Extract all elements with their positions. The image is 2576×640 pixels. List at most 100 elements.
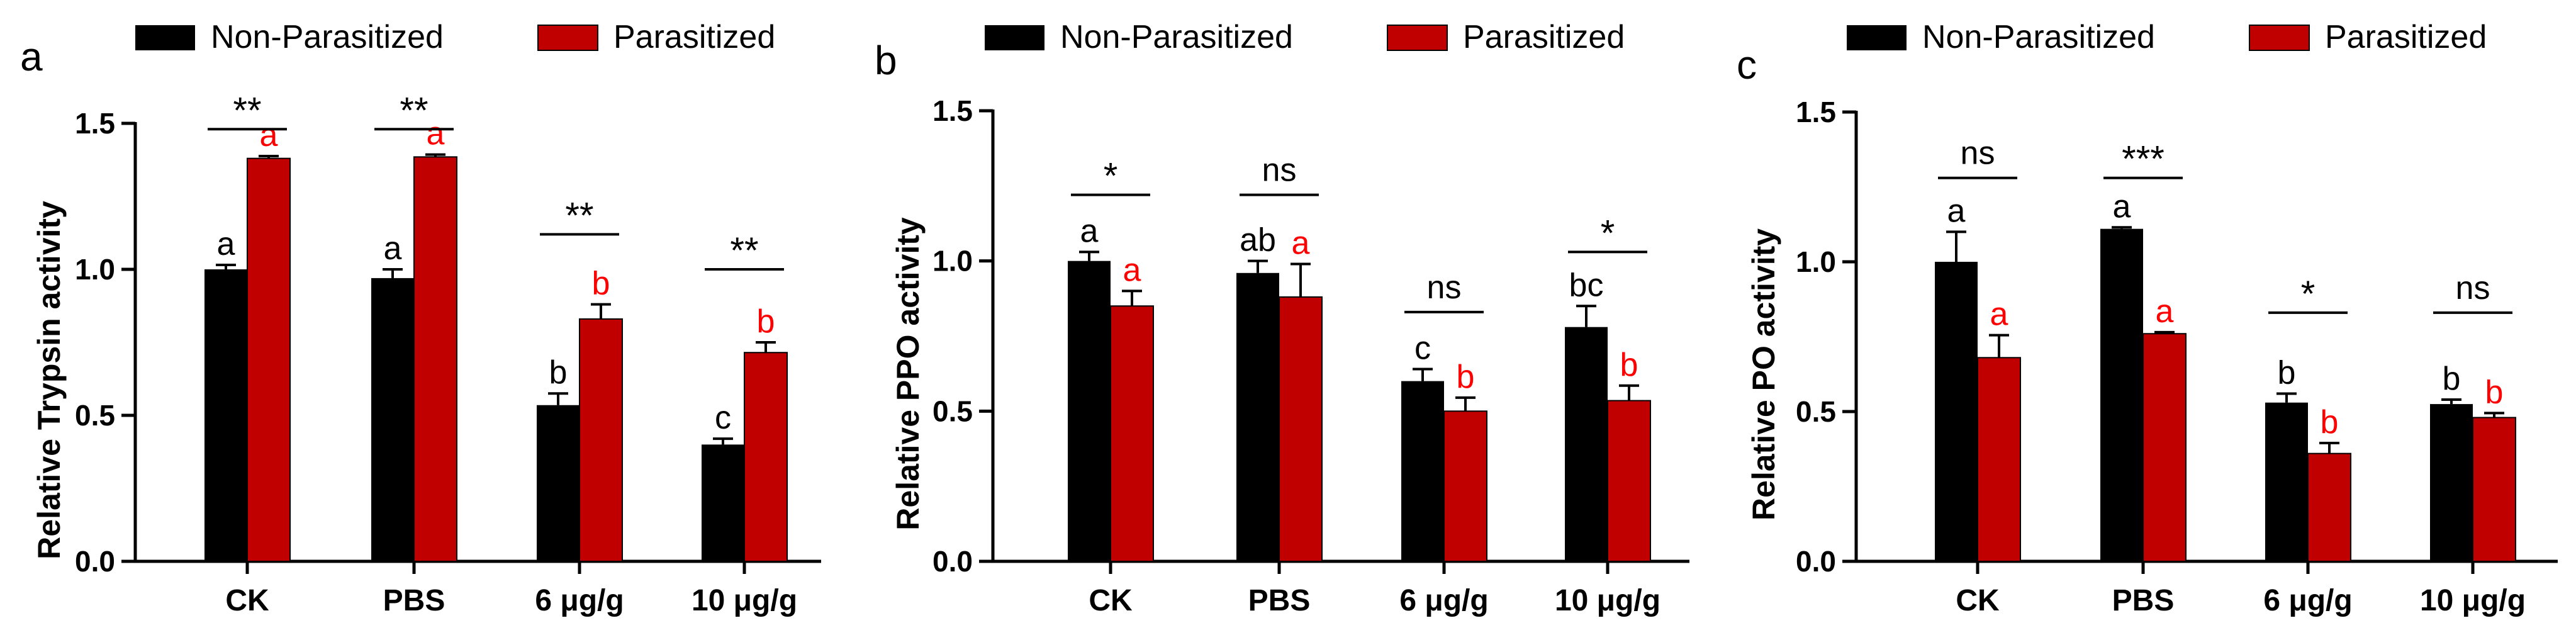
legend-label-non-parasitized: Non-Parasitized	[211, 19, 444, 55]
significance-marker: ***	[2122, 139, 2164, 180]
y-axis-label: Relative Trypsin activity	[31, 201, 67, 559]
bar-group-1: PBS a a ***	[2100, 139, 2187, 617]
y-tick-label: 0.5	[932, 395, 973, 427]
bar-non-parasitized	[537, 405, 580, 561]
significance-marker: *	[2301, 274, 2316, 315]
bar-group-2: 6 μg/g cb ns	[1399, 269, 1488, 617]
significance-letter: b	[1620, 347, 1638, 383]
bar-parasitized	[1443, 410, 1487, 562]
bar-parasitized	[2142, 333, 2187, 562]
x-tick-label: PBS	[2112, 584, 2175, 617]
significance-letter: b	[2485, 374, 2504, 410]
significance-letter: a	[384, 230, 402, 267]
legend-label-non-parasitized: Non-Parasitized	[1922, 19, 2155, 55]
y-tick-label: 1.0	[75, 253, 115, 286]
bar-parasitized	[1110, 305, 1154, 562]
significance-letter: a	[1292, 225, 1310, 261]
bar-parasitized	[1279, 296, 1323, 562]
x-tick-label: CK	[225, 584, 269, 617]
legend-swatch-non-parasitized	[135, 25, 195, 50]
bar-parasitized	[2472, 417, 2516, 563]
legend-swatch-parasitized	[537, 25, 598, 51]
panel-label: a	[20, 34, 43, 79]
bar-non-parasitized	[2430, 404, 2473, 561]
y-tick-label: 1.0	[1796, 245, 1836, 278]
panel-label: b	[875, 38, 897, 83]
bar-non-parasitized	[1068, 261, 1111, 561]
x-tick-label: 10 μg/g	[692, 584, 797, 617]
significance-marker: **	[730, 230, 758, 271]
significance-marker: ns	[1262, 152, 1297, 189]
bar-non-parasitized	[1565, 327, 1608, 561]
legend: Non-Parasitized Parasitized	[1847, 19, 2487, 55]
bar-parasitized	[2307, 452, 2351, 563]
bar-group-2: 6 μg/g bb *	[2263, 274, 2352, 617]
significance-marker: **	[565, 195, 593, 236]
x-tick-label: PBS	[1248, 584, 1311, 617]
significance-letter: a	[1947, 193, 1966, 229]
bar-group-3: 10 μg/g b b ns	[2420, 270, 2526, 617]
significance-marker: **	[233, 90, 261, 131]
x-tick-label: 10 μg/g	[1555, 584, 1660, 617]
legend-label-parasitized: Parasitized	[1463, 19, 1625, 55]
y-tick-label: 1.5	[932, 94, 973, 127]
significance-marker: *	[1601, 213, 1615, 254]
bar-non-parasitized	[1935, 262, 1978, 561]
significance-letter: bc	[1569, 267, 1604, 303]
significance-letter: c	[715, 400, 731, 436]
x-tick-label: 6 μg/g	[1399, 584, 1488, 617]
y-tick-label: 0.5	[75, 399, 115, 432]
significance-letter: b	[1457, 359, 1475, 395]
significance-letter: a	[2113, 188, 2131, 225]
y-tick-label: 0.5	[1796, 395, 1836, 428]
bar-non-parasitized	[1236, 272, 1279, 561]
chart-panel-c: c Non-Parasitized Parasitized Relative PO a…	[1737, 19, 2558, 617]
x-tick-label: 6 μg/g	[535, 584, 624, 617]
significance-marker: **	[400, 90, 428, 131]
bar-non-parasitized	[2265, 402, 2308, 561]
significance-letter: b	[757, 303, 775, 340]
significance-letter: b	[2443, 361, 2461, 397]
legend: Non-Parasitized Parasitized	[135, 19, 775, 55]
significance-letter: a	[217, 226, 235, 262]
bar-non-parasitized	[2100, 228, 2143, 561]
significance-letter: a	[427, 116, 445, 152]
bar-parasitized	[413, 156, 457, 563]
legend-swatch-non-parasitized	[1847, 25, 1907, 50]
x-tick-label: PBS	[383, 584, 445, 617]
bar-group-2: 6 μg/g b b **	[535, 195, 624, 617]
bar-parasitized	[579, 318, 623, 562]
significance-letter: a	[1080, 213, 1099, 249]
y-axis-label: Relative PO activity	[1746, 228, 1781, 520]
y-tick-label: 0.0	[1796, 545, 1836, 578]
y-tick-label: 1.0	[932, 245, 973, 278]
bar-parasitized	[744, 352, 788, 562]
x-tick-label: 6 μg/g	[2263, 584, 2352, 617]
legend-label-parasitized: Parasitized	[2325, 19, 2487, 55]
y-axis-label: Relative PPO activity	[890, 217, 926, 531]
bar-group-1: PBS ab a ns	[1236, 152, 1323, 617]
significance-marker: ns	[1961, 135, 1995, 172]
legend-swatch-non-parasitized	[985, 25, 1044, 50]
chart-panel-b: b Non-Parasitized Parasitized Relative PPO …	[875, 19, 1689, 617]
significance-letter: b	[592, 266, 610, 302]
legend-swatch-parasitized	[2249, 25, 2310, 51]
significance-letter: a	[2156, 293, 2174, 330]
legend-swatch-parasitized	[1387, 25, 1448, 51]
bar-group-3: 10 μg/g bc b *	[1555, 213, 1660, 617]
bar-group-0: CK a a ns	[1935, 135, 2021, 617]
bar-non-parasitized	[1401, 381, 1444, 561]
significance-letter: b	[2278, 354, 2296, 391]
x-tick-label: CK	[1089, 584, 1133, 617]
significance-letter: a	[260, 117, 278, 154]
significance-letter: c	[1414, 330, 1431, 367]
y-tick-label: 1.5	[1796, 96, 1836, 128]
significance-letter: a	[1123, 252, 1141, 288]
y-tick-label: 0.0	[75, 545, 115, 578]
y-tick-label: 1.5	[75, 107, 115, 140]
legend: Non-Parasitized Parasitized	[985, 19, 1625, 55]
